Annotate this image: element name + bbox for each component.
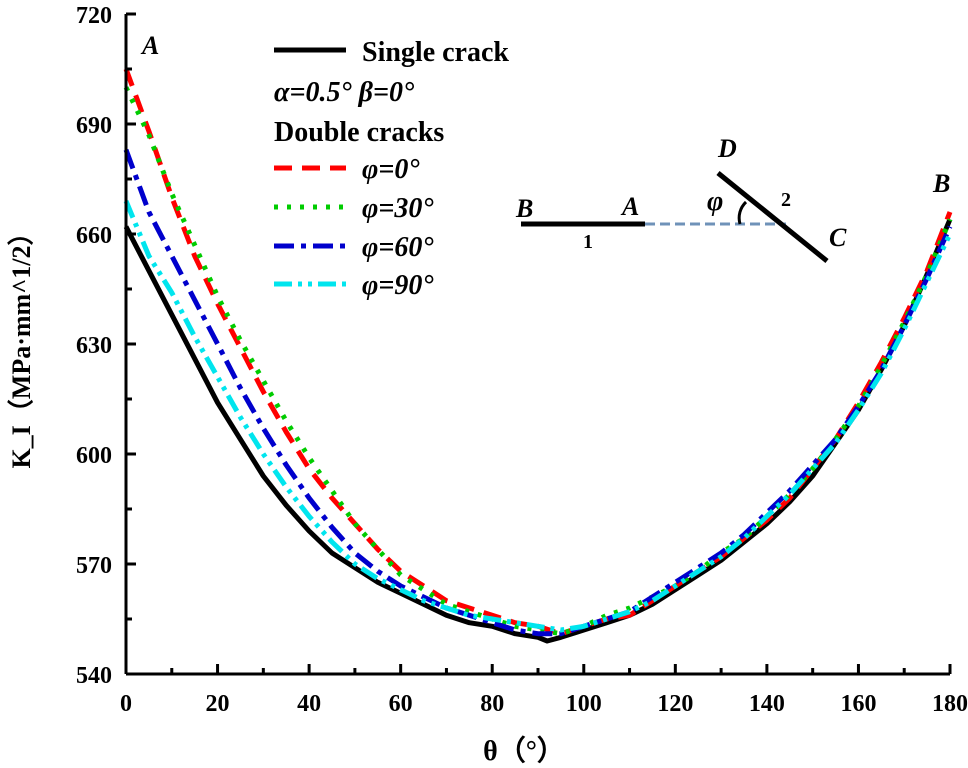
series-line-2 <box>123 86 953 637</box>
inset-label-a: A <box>620 192 639 221</box>
legend-single-crack: Single crack <box>362 37 509 68</box>
x-tick-label: 40 <box>297 691 321 717</box>
crack-2-line <box>716 171 829 263</box>
point-label-b: B <box>932 169 950 198</box>
x-tick-label: 60 <box>389 691 413 717</box>
y-tick-label: 630 <box>76 333 112 359</box>
x-tick-label: 160 <box>840 691 876 717</box>
x-tick-label: 0 <box>120 691 132 717</box>
series-line-1 <box>123 68 953 637</box>
ticks-layer: 0 20 40 60 80 100 120 140 160 180 540 570 600 630 660 6… <box>76 3 968 717</box>
y-tick-label: 660 <box>76 223 112 249</box>
legend-double-cracks: Double cracks <box>274 117 444 148</box>
y-tick-label: 690 <box>76 113 112 139</box>
x-tick-label: 20 <box>206 691 230 717</box>
y-tick-label: 720 <box>76 3 112 29</box>
x-tick-label: 140 <box>749 691 785 717</box>
x-tick-label: 100 <box>566 691 602 717</box>
inset-label-c: C <box>829 223 847 252</box>
x-tick-label: 80 <box>480 691 504 717</box>
x-tick-label: 180 <box>932 691 968 717</box>
series-line-3 <box>123 148 953 637</box>
legend: Single crack α=0.5° β=0° Double cracks φ… <box>274 37 509 301</box>
legend-phi90: φ=90° <box>362 270 434 301</box>
x-axis-label: θ（°） <box>483 734 565 767</box>
crack-schematic: B A 1 D φ 2 C <box>515 134 847 263</box>
x-tick-label: 120 <box>657 691 693 717</box>
inset-label-b: B <box>515 194 533 223</box>
series-line-0 <box>123 218 953 644</box>
legend-params: α=0.5° β=0° <box>274 77 414 108</box>
legend-phi30: φ=30° <box>362 193 434 224</box>
inset-label-d: D <box>717 134 737 163</box>
legend-phi0: φ=0° <box>362 154 420 185</box>
phi-angle-arc <box>737 200 748 225</box>
y-axis-label: K_I（MPa·mm^1/2） <box>7 219 36 468</box>
y-tick-label: 540 <box>76 663 112 689</box>
legend-phi60: φ=60° <box>362 232 434 263</box>
y-tick-label: 600 <box>76 443 112 469</box>
series-line-4 <box>123 200 953 633</box>
series-layer <box>123 68 953 644</box>
inset-label-phi: φ <box>707 186 723 217</box>
inset-label-1: 1 <box>583 231 593 253</box>
point-label-a: A <box>140 31 159 60</box>
y-tick-label: 570 <box>76 553 112 579</box>
inset-label-2: 2 <box>781 189 791 211</box>
